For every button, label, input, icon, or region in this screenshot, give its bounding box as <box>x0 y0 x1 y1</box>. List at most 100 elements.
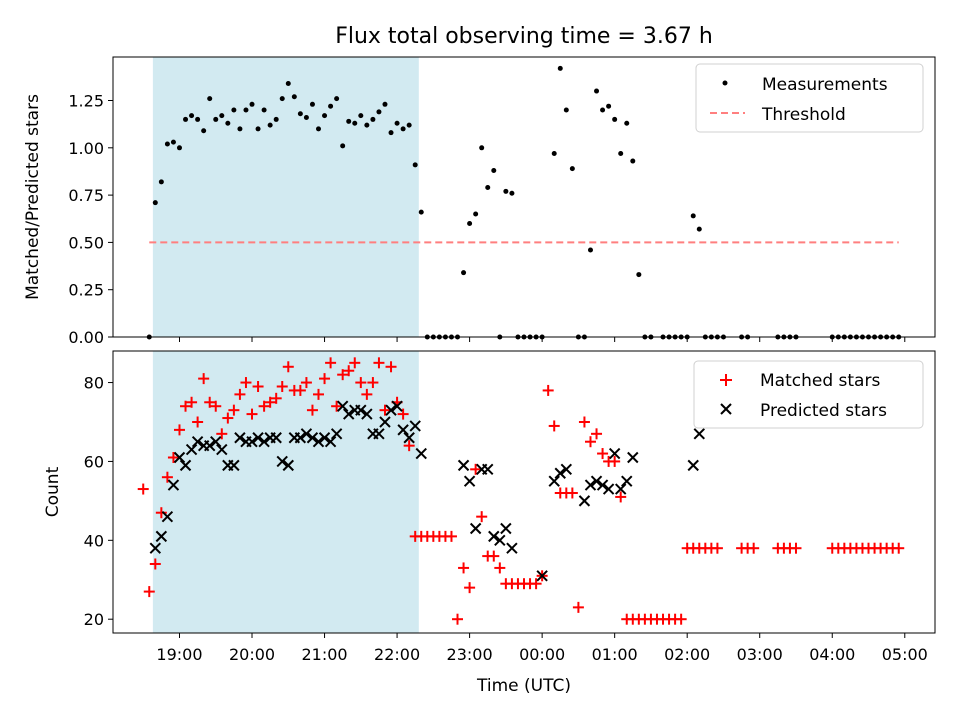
measurement-point <box>612 116 618 122</box>
predicted-star-point <box>409 420 421 432</box>
matched-star-point <box>361 388 373 400</box>
predicted-star-point <box>306 432 319 444</box>
measurement-point <box>563 107 569 113</box>
matched-star-point <box>470 463 482 475</box>
matched-star-point <box>294 384 306 396</box>
x-tick-label: 21:00 <box>301 645 347 664</box>
bottom-y-tick-label: 20 <box>84 610 104 629</box>
predicted-star-point <box>343 408 355 420</box>
predicted-star-point <box>336 400 349 412</box>
top-y-axis-label: Matched/Predicted stars <box>23 94 43 300</box>
x-axis-label: Time (UTC) <box>476 676 571 696</box>
matched-star-point <box>282 361 294 373</box>
predicted-star-point <box>167 479 180 491</box>
measurement-point <box>418 209 424 215</box>
matched-star-point <box>258 400 270 412</box>
matched-star-point <box>276 380 288 392</box>
predicted-star-point <box>234 432 246 444</box>
measurement-point <box>267 122 273 128</box>
predicted-star-point <box>627 451 639 464</box>
matched-star-point <box>204 396 216 408</box>
bottom-legend: Matched stars Predicted stars <box>693 360 924 429</box>
top-legend: Measurements Threshold <box>695 63 924 133</box>
predicted-star-point <box>457 459 470 472</box>
measurement-point <box>479 145 485 151</box>
predicted-star-point <box>258 436 270 448</box>
measurement-point <box>606 103 612 109</box>
measurement-point <box>207 96 213 102</box>
measurement-point <box>316 126 321 132</box>
predicted-star-point <box>602 483 615 495</box>
matched-star-point <box>216 428 228 440</box>
matched-star-point <box>542 384 554 396</box>
predicted-star-point <box>614 483 627 495</box>
predicted-star-point <box>270 432 282 444</box>
matched-star-point <box>445 530 457 542</box>
count-series <box>137 357 905 625</box>
measurement-point <box>509 190 515 196</box>
measurement-point <box>219 113 225 119</box>
matched-star-point <box>319 373 331 385</box>
matched-star-point <box>300 377 312 389</box>
predicted-star-point <box>155 530 168 543</box>
predicted-star-point <box>687 459 699 472</box>
measurement-point <box>152 200 158 206</box>
x-tick-label: 20:00 <box>229 645 275 664</box>
x-tick-label: 02:00 <box>664 645 710 664</box>
measurement-point <box>557 65 563 71</box>
chart-title: Flux total observing time = 3.67 h <box>335 24 713 49</box>
measurement-point <box>279 96 285 102</box>
matched-star-point <box>379 404 391 416</box>
matched-star-point <box>367 377 379 389</box>
top-plot-frame <box>112 56 936 338</box>
matched-star-point <box>403 440 415 452</box>
matched-star-point <box>609 455 621 467</box>
predicted-legend-marker <box>720 403 732 415</box>
measurement-point <box>696 226 702 232</box>
measurement-point <box>370 116 376 122</box>
measurement-point <box>291 94 297 100</box>
predicted-star-point <box>469 522 482 535</box>
measurement-point <box>158 179 164 185</box>
measurement-point <box>176 145 182 151</box>
matched-star-point <box>180 400 192 412</box>
x-tick-label: 01:00 <box>592 645 638 664</box>
bottom-panel: 20 40 60 80 19:00 20:00 21:00 22:00 23:00 00:00 01… <box>43 350 936 696</box>
matched-star-point <box>161 471 173 483</box>
predicted-star-point <box>191 436 204 448</box>
matched-star-point <box>270 392 282 404</box>
measurement-point <box>412 162 418 168</box>
predicted-star-point <box>608 447 621 460</box>
measurement-point <box>600 107 606 113</box>
measurement-point <box>189 113 195 119</box>
predicted-star-point <box>397 424 409 436</box>
matched-star-point <box>458 562 470 574</box>
matched-star-point <box>530 578 542 590</box>
predicted-legend-label: Predicted stars <box>760 401 887 421</box>
predicted-star-point <box>590 475 603 487</box>
predicted-star-point <box>355 404 367 416</box>
measurement-point <box>261 107 267 113</box>
matched-star-point <box>246 408 258 420</box>
measurement-point <box>594 88 600 94</box>
predicted-star-point <box>324 436 337 448</box>
matched-star-point <box>210 400 222 412</box>
measurement-point <box>364 122 370 128</box>
predicted-star-point <box>693 428 705 440</box>
predicted-star-point <box>488 530 500 543</box>
matched-star-point <box>222 412 234 424</box>
measurement-point <box>587 247 593 253</box>
matched-star-point <box>566 487 578 499</box>
bottom-legend-box <box>693 360 924 429</box>
matched-star-point <box>464 582 476 594</box>
predicted-star-point <box>246 436 258 448</box>
matched-star-point <box>313 388 324 400</box>
measurements-legend-label: Measurements <box>762 75 888 95</box>
measurement-point <box>624 120 630 126</box>
matched-star-point <box>597 448 609 460</box>
predicted-star-point <box>149 542 162 554</box>
predicted-star-point <box>621 475 633 487</box>
measurement-point <box>164 141 170 147</box>
measurement-point <box>394 120 400 126</box>
measurement-point <box>303 115 309 121</box>
